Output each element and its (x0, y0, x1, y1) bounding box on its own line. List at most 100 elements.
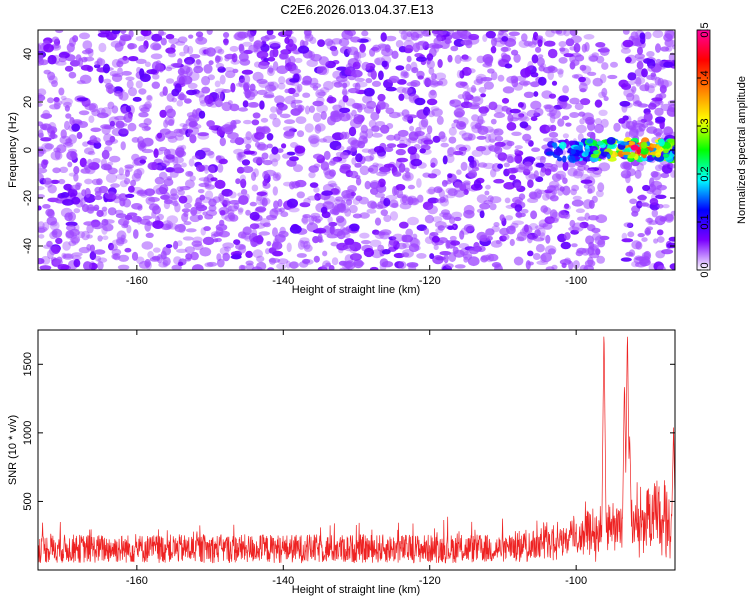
spectrogram-cell (131, 137, 140, 143)
spectrogram-cell (103, 164, 113, 171)
spectrogram-cell (138, 112, 149, 118)
spectrogram-cell (284, 30, 294, 35)
spectrogram-cell (184, 98, 192, 104)
spectrogram-cell (551, 173, 562, 182)
spectrogram-cell (442, 212, 452, 220)
spectrogram-cell (121, 70, 132, 76)
spectrogram-cell (438, 78, 448, 87)
spectrogram-cell (185, 118, 197, 128)
spectrogram-cell (490, 168, 497, 178)
spectrogram-cell (98, 185, 109, 194)
spectrogram-cell (448, 136, 457, 144)
spectrogram-cell (558, 57, 568, 64)
spectrogram-cell (172, 156, 184, 164)
spectrogram-cell (146, 69, 158, 75)
spectrogram-cell (381, 60, 388, 68)
spectrogram-cell (320, 161, 330, 171)
spectrogram-cell (177, 36, 188, 44)
spectrogram-cell (245, 131, 252, 141)
spectrogram-signal-cell (656, 144, 661, 151)
spectrogram-cell (159, 109, 167, 118)
x-tick-label: -100 (565, 275, 587, 287)
spectrogram-cell (375, 204, 384, 210)
spectrogram-cell (139, 159, 147, 164)
spectrogram-cell (348, 126, 357, 137)
spectrogram-cell (331, 48, 339, 57)
spectrogram-cell (549, 195, 559, 202)
spectrogram-cell (152, 247, 161, 253)
spectrogram-cell (249, 201, 257, 207)
spectrogram-cell (262, 179, 268, 187)
spectrogram-cell (297, 240, 305, 250)
spectrogram-cell (600, 118, 609, 128)
spectrogram-cell (406, 81, 418, 87)
spectrogram-cell (401, 234, 408, 243)
spectrogram-cell (470, 96, 481, 102)
spectrogram-cell (429, 253, 435, 260)
spectrogram-cell (296, 130, 305, 138)
spectrogram-cell (503, 182, 516, 190)
spectrogram-cell (426, 53, 434, 62)
spectrogram-cell (253, 39, 264, 48)
spectrogram-cell (343, 244, 355, 252)
spectrogram-cell (630, 86, 637, 92)
spectrogram-cell (440, 142, 449, 148)
spectrogram-cell (401, 174, 412, 181)
spectrogram-cell (381, 47, 394, 57)
spectrogram-cell (104, 146, 113, 152)
spectrogram-cell (333, 110, 341, 118)
spectrogram-cell (426, 59, 435, 69)
spectrogram-cell (543, 40, 556, 47)
spectrogram-signal-cell (553, 148, 564, 156)
spectrogram-cell (267, 67, 274, 73)
spectrogram-cell (395, 184, 406, 191)
spectrogram-cell (410, 61, 418, 72)
spectrogram-cell (497, 74, 505, 82)
spectrogram-cell (321, 190, 334, 196)
spectrogram-cell (219, 74, 226, 85)
spectrogram-cell (655, 116, 666, 123)
spectrogram-cell (561, 115, 570, 121)
spectrogram-cell (543, 137, 554, 142)
spectrogram-cell (377, 151, 387, 159)
spectrogram-cell (512, 112, 524, 120)
spectrogram-cell (671, 44, 675, 50)
spectrogram-cell (479, 202, 491, 210)
spectrogram-cell (580, 98, 591, 106)
spectrogram-cell (369, 266, 379, 270)
spectrogram-cell (66, 150, 78, 161)
spectrogram-cell (408, 131, 419, 141)
spectrogram-cell (477, 125, 489, 135)
y-tick-label: 0 (22, 147, 34, 153)
spectrogram-cell (185, 66, 193, 77)
spectrogram-cell (276, 148, 284, 154)
spectrogram-cell (454, 54, 462, 64)
spectrogram-cell (76, 131, 83, 140)
spectrogram-cell (166, 148, 177, 157)
spectrogram-cell (240, 265, 247, 270)
spectrogram-cell (666, 242, 675, 249)
spectrogram-cell (630, 31, 639, 41)
spectrogram-cell (322, 135, 335, 143)
spectrogram-cell (416, 56, 427, 62)
spectrogram-cell (331, 257, 339, 266)
spectrogram-cell (460, 39, 472, 46)
spectrogram-cell (317, 39, 326, 47)
spectrogram-signal-cell (585, 144, 590, 149)
x-tick-label: -160 (126, 275, 148, 287)
spectrogram-cell (78, 110, 90, 116)
spectrogram-cell (660, 172, 670, 179)
spectrogram-cell (201, 75, 211, 86)
spectrogram-cell (597, 182, 605, 193)
spectrogram-cell (591, 195, 598, 203)
spectrogram-cell (282, 126, 295, 132)
spectrogram-cell (296, 191, 305, 199)
spectrogram-cell (209, 165, 216, 174)
spectrogram-cell (47, 71, 56, 81)
spectrogram-cell (595, 42, 606, 48)
spectrogram-signal-cell (640, 141, 648, 149)
spectrogram-cell (596, 55, 605, 64)
spectrogram-cell (527, 179, 534, 188)
spectrogram-cell (214, 80, 221, 88)
spectrogram-signal-cell (562, 155, 567, 163)
